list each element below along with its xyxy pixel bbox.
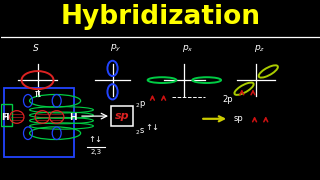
Text: H: H — [1, 112, 8, 122]
Text: sp: sp — [234, 114, 244, 123]
Text: H: H — [69, 112, 76, 122]
Text: Hybridization: Hybridization — [60, 4, 260, 30]
Text: $p_z$: $p_z$ — [254, 43, 265, 54]
Text: ↑↓: ↑↓ — [88, 135, 102, 144]
Text: S: S — [33, 44, 39, 53]
Text: 2,3: 2,3 — [90, 149, 101, 155]
Text: ↑↓: ↑↓ — [145, 123, 159, 132]
Text: π: π — [35, 89, 40, 99]
Text: π: π — [4, 111, 9, 120]
Text: sp: sp — [115, 111, 129, 121]
Text: $p_y$: $p_y$ — [110, 43, 122, 54]
Text: $_{2}$s: $_{2}$s — [135, 126, 145, 137]
Text: 2p: 2p — [223, 94, 233, 103]
Text: $p_x$: $p_x$ — [182, 43, 193, 54]
Text: $_{2}$p: $_{2}$p — [135, 99, 146, 110]
